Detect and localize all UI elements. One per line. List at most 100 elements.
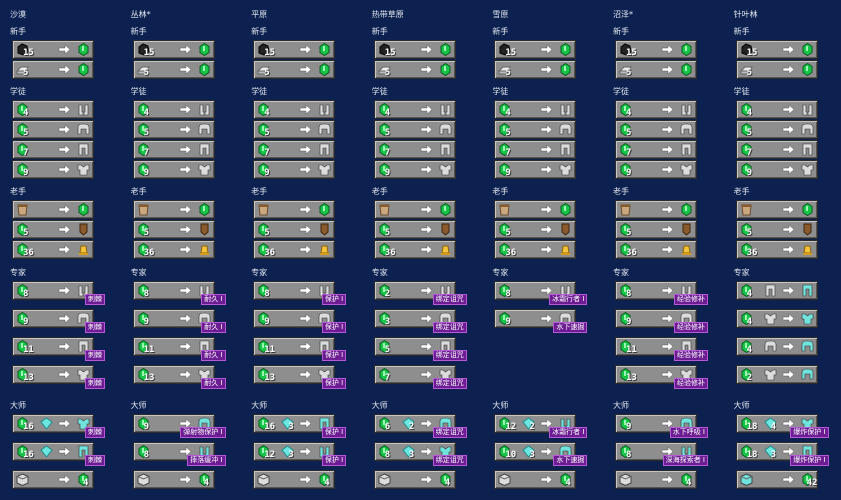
arrow <box>541 124 553 135</box>
item-icon <box>40 417 53 430</box>
cost-count: 8 <box>264 289 270 299</box>
arrow <box>420 104 433 115</box>
trade-slot: 15 <box>132 40 215 59</box>
trade-slot: 9 保护 I <box>253 309 347 333</box>
item-icon <box>439 164 452 176</box>
item-icon <box>802 143 812 156</box>
arrow <box>179 474 191 485</box>
item-icon <box>258 43 270 56</box>
trade-slot: 4 <box>494 470 577 489</box>
level-label: 老手 <box>733 187 750 196</box>
cost-count: 7 <box>384 148 391 158</box>
arrow <box>179 446 191 457</box>
level-label: 专家 <box>492 268 509 277</box>
cost2-count: 4 <box>770 422 777 432</box>
trade-slot: 5 <box>132 220 215 239</box>
level-label: 专家 <box>733 268 750 277</box>
enchant-label: 刺棘 <box>85 455 105 466</box>
arrow <box>661 313 674 324</box>
cost2-count: 3 <box>288 422 294 432</box>
item-icon <box>17 340 28 353</box>
cost-count: 15 <box>384 48 396 58</box>
cost-count: 5 <box>746 68 753 78</box>
enchant-label: 绑定诅咒 <box>432 322 467 333</box>
cost-count: 13 <box>264 373 276 383</box>
trade-slot: 5 <box>615 220 697 239</box>
item-icon <box>803 223 812 236</box>
item-icon <box>440 104 451 116</box>
item-icon <box>319 63 330 76</box>
item-icon <box>801 164 813 176</box>
trade-slot: 8 保护 I <box>253 281 347 305</box>
cost-count: 11 <box>23 345 34 355</box>
item-icon <box>258 123 269 136</box>
item-icon <box>801 340 813 352</box>
trade-slot: 5 <box>494 220 577 239</box>
item-icon <box>258 204 269 216</box>
arrow <box>299 474 312 485</box>
item-icon <box>138 417 149 430</box>
biome-title: 针叶林 <box>733 10 758 19</box>
cost-count: 5 <box>626 68 632 78</box>
cost-count: 13 <box>626 373 637 383</box>
enchant-label: 保护 I <box>321 455 347 466</box>
trade-slot: 4 <box>253 100 336 119</box>
item-icon <box>741 284 752 297</box>
item-icon <box>138 204 149 216</box>
cost-count: 5 <box>143 128 150 138</box>
item-icon <box>764 313 776 325</box>
trade-slot: 3 绑定诅咒 <box>373 309 467 333</box>
trade-slot: 15 <box>373 40 456 59</box>
arrow <box>58 474 71 485</box>
level-label: 老手 <box>130 187 147 196</box>
item-icon <box>801 123 813 135</box>
level-label: 新手 <box>371 27 388 36</box>
cost-count: 9 <box>384 168 391 178</box>
arrow <box>661 44 674 55</box>
trade-slot: 9 耐久 I <box>132 309 226 333</box>
cost-count: 18 <box>746 450 758 460</box>
item-icon <box>78 340 89 353</box>
item-icon <box>281 445 294 458</box>
result-count: 4 <box>444 478 451 488</box>
item-icon <box>741 204 752 216</box>
trade-slot: 5 <box>253 120 336 139</box>
biome-title: 沼泽* <box>613 10 633 19</box>
arrow <box>420 474 433 485</box>
item-icon <box>802 104 812 116</box>
level-label: 老手 <box>251 187 268 196</box>
level-label: 学徒 <box>371 87 388 96</box>
biome-title: 雪原 <box>492 10 509 19</box>
item-icon <box>319 340 330 353</box>
cost-count: 5 <box>626 128 632 138</box>
cost-count: 5 <box>626 228 632 238</box>
trade-slot: 15 <box>735 40 818 59</box>
result-count: 4 <box>686 478 692 488</box>
item-icon <box>402 417 415 430</box>
trade-slot: 7 <box>494 140 577 159</box>
enchant-label: 刺棘 <box>85 350 105 361</box>
arrow <box>299 285 312 296</box>
arrow <box>179 224 191 235</box>
item-icon <box>499 143 510 156</box>
item-icon <box>561 223 570 236</box>
arrow <box>179 418 191 429</box>
trade-slot: 8 刺棘 <box>12 281 105 305</box>
item-icon <box>138 143 149 156</box>
item-icon <box>78 473 89 486</box>
item-icon <box>199 245 209 255</box>
arrow <box>782 64 794 75</box>
item-icon <box>258 284 269 297</box>
arrow <box>420 144 433 155</box>
arrow <box>420 204 433 215</box>
cost-count: 7 <box>746 148 753 158</box>
trade-slot: 5 绑定诅咒 <box>373 337 467 361</box>
item-icon <box>17 417 28 430</box>
cost-count: 7 <box>626 148 632 158</box>
arrow <box>661 446 674 457</box>
item-icon <box>802 203 813 216</box>
trade-slot <box>373 200 456 219</box>
item-icon <box>440 63 451 76</box>
arrow <box>782 244 794 255</box>
arrow <box>420 341 433 352</box>
